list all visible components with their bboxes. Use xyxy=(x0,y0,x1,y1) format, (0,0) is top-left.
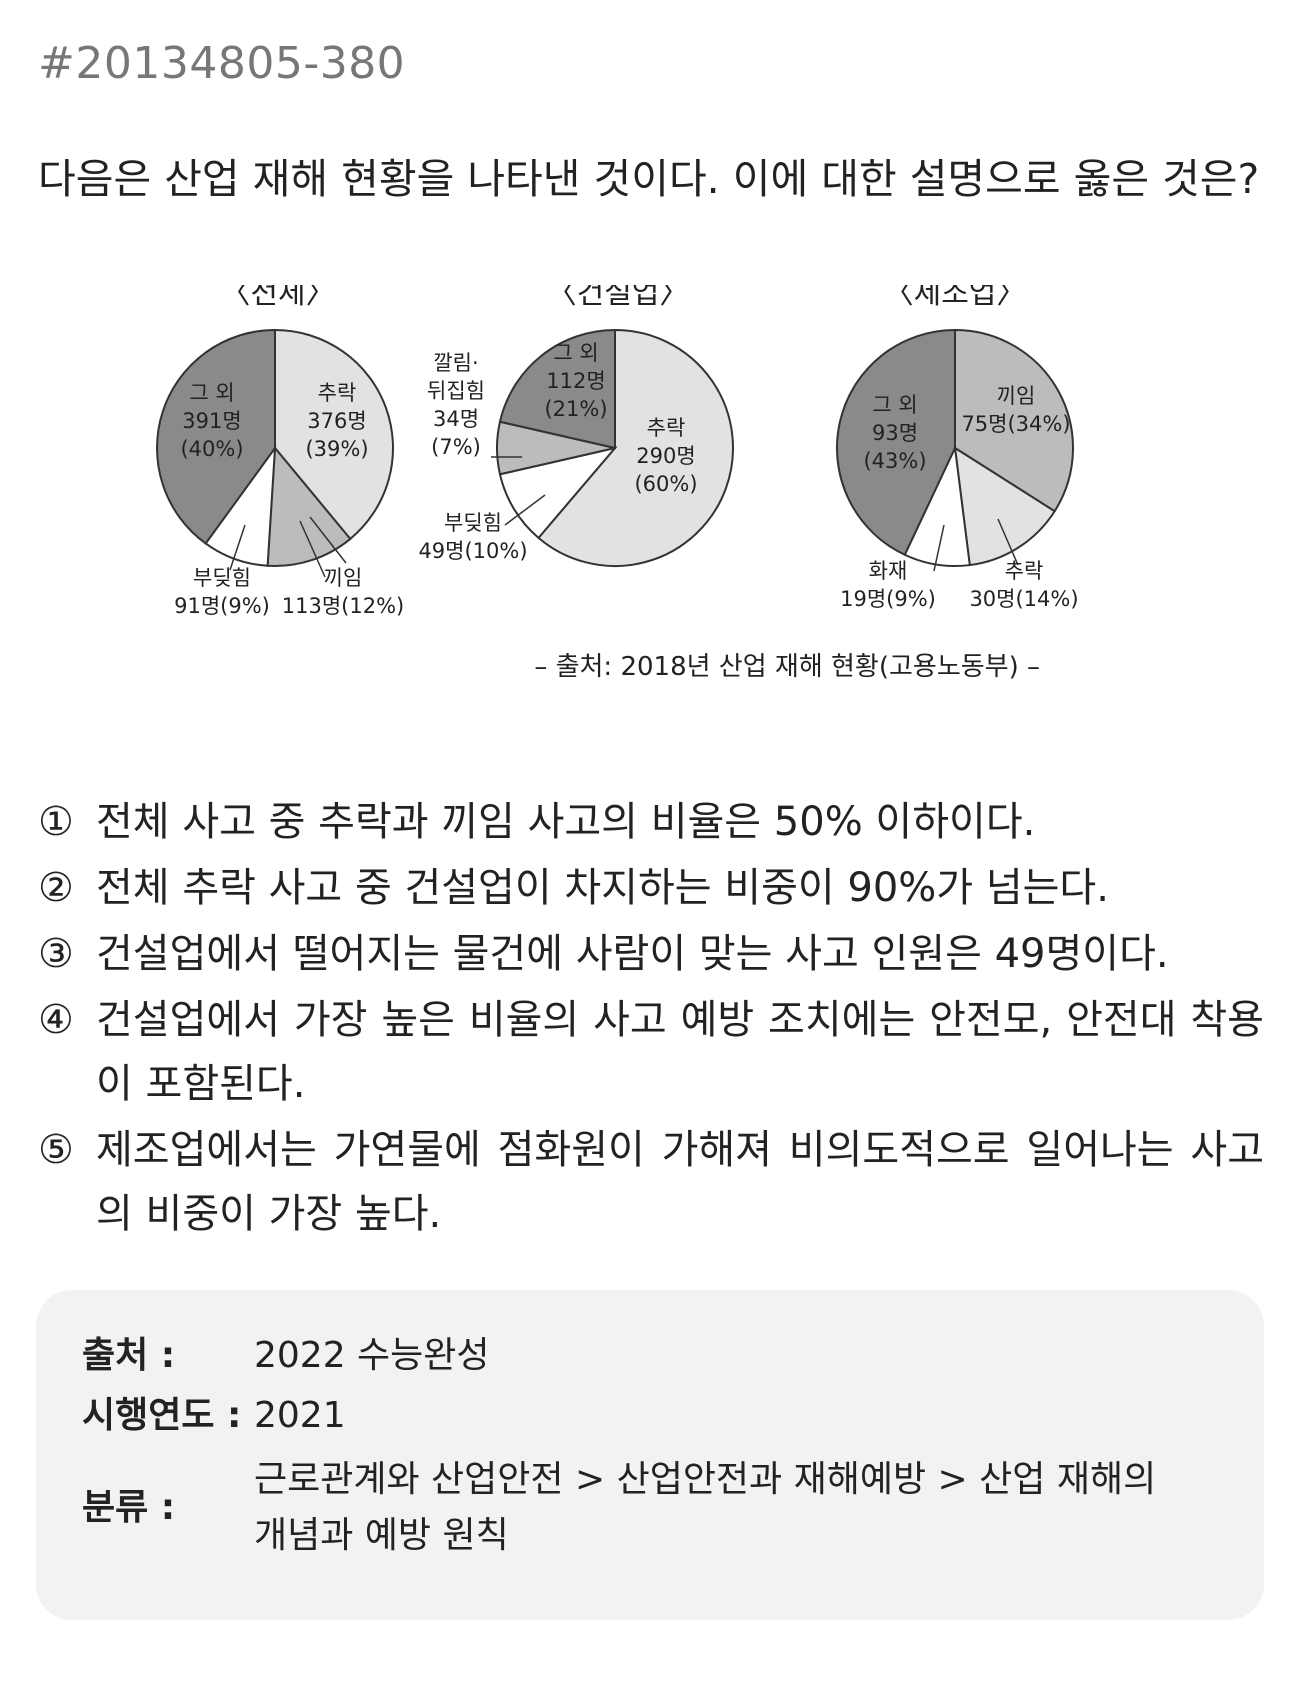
info-category-row: 분류 : 근로관계와 산업안전 > 산업안전과 재해예방 > 산업 재해의 개념… xyxy=(82,1452,1194,1564)
pie-slice xyxy=(498,446,618,540)
pie-slice xyxy=(156,328,276,545)
choice-number: ③ xyxy=(38,931,74,977)
slice-label: 깔림· 뒤집힘 34명 (7%) xyxy=(427,351,485,459)
pie-slice xyxy=(266,445,352,567)
leader-line xyxy=(299,520,326,578)
choice-text: 건설업에서 가장 높은 비율의 사고 예방 조치에는 안전모, 안전대 착용이 … xyxy=(96,997,1264,1107)
choice-text: 전체 추락 사고 중 건설업이 차지하는 비중이 90%가 넘는다. xyxy=(96,865,1109,911)
pie-slice xyxy=(953,446,1057,567)
choice-number: ② xyxy=(38,865,74,911)
pie-title: 〈전체〉 xyxy=(220,285,335,311)
choice-number: ① xyxy=(38,799,74,845)
pie-title: 〈제조업〉 xyxy=(884,285,1027,311)
choice-text: 제조업에서는 가연물에 점화원이 가해져 비의도적으로 일어나는 사고의 비중이… xyxy=(96,1127,1264,1237)
choice-number: ④ xyxy=(38,997,74,1043)
info-category-label: 분류 : xyxy=(82,1487,176,1528)
answer-choices: ① 전체 사고 중 추락과 끼임 사고의 비율은 50% 이하이다. ② 전체 … xyxy=(38,790,1264,1248)
choice-5[interactable]: ⑤ 제조업에서는 가연물에 점화원이 가해져 비의도적으로 일어나는 사고의 비… xyxy=(38,1118,1264,1246)
pie-slice xyxy=(498,328,616,450)
leader-line xyxy=(933,524,945,572)
leader-line xyxy=(229,524,246,571)
slice-label: 추락 30명(14%) xyxy=(969,559,1078,611)
slice-label: 그 외 391명 (40%) xyxy=(180,381,243,461)
pie-slice xyxy=(274,328,394,541)
info-year-row: 시행연도 : 2021 xyxy=(82,1388,1194,1444)
slice-label: 부딪힘 91명(9%) xyxy=(174,566,270,618)
leader-line xyxy=(309,516,347,564)
info-category-value: 근로관계와 산업안전 > 산업안전과 재해예방 > 산업 재해의 개념과 예방 … xyxy=(254,1459,1157,1556)
slice-label: 그 외 112명 (21%) xyxy=(544,341,607,421)
pie-title: 〈건설업〉 xyxy=(547,285,690,311)
pie-chart-3: 〈제조업〉 끼임 75명(34%) 추락 30명(14%) 화재 19명(9%) 그 외 93명… xyxy=(836,285,1079,611)
choice-text: 전체 사고 중 추락과 끼임 사고의 비율은 50% 이하이다. xyxy=(96,799,1036,845)
choice-1[interactable]: ① 전체 사고 중 추락과 끼임 사고의 비율은 50% 이하이다. xyxy=(38,790,1264,854)
pie-slice xyxy=(836,328,956,557)
slice-label: 추락 290명 (60%) xyxy=(634,416,697,496)
question-id: #20134805-380 xyxy=(38,38,406,89)
choice-3[interactable]: ③ 건설업에서 떨어지는 물건에 사람이 맞는 사고 인원은 49명이다. xyxy=(38,922,1264,986)
info-source-row: 출처 : 2022 수능완성 xyxy=(82,1328,1194,1384)
choice-text: 건설업에서 떨어지는 물건에 사람이 맞는 사고 인원은 49명이다. xyxy=(96,931,1169,977)
slice-label: 부딪힘 49명(10%) xyxy=(418,511,527,563)
info-year-label: 시행연도 : xyxy=(82,1395,242,1436)
choice-4[interactable]: ④ 건설업에서 가장 높은 비율의 사고 예방 조치에는 안전모, 안전대 착용… xyxy=(38,988,1264,1116)
chart-source-note: – 출처: 2018년 산업 재해 현황(고용노동부) – xyxy=(534,652,1040,682)
leader-line xyxy=(997,518,1019,566)
info-source-label: 출처 : xyxy=(82,1335,176,1376)
slice-label: 끼임 75명(34%) xyxy=(961,384,1070,436)
leader-line xyxy=(504,494,546,526)
pie-slice xyxy=(537,328,734,567)
question-info-box: 출처 : 2022 수능완성 시행연도 : 2021 분류 : 근로관계와 산업… xyxy=(36,1290,1264,1620)
slice-label: 끼임 113명(12%) xyxy=(282,566,404,618)
slice-label: 추락 376명 (39%) xyxy=(305,381,368,461)
pie-chart-2: 〈건설업〉 추락 290명 (60%) 부딪힘 49명(10%) 깔림· 뒤집힘 34명 (7%)… xyxy=(418,285,734,567)
question-text: 다음은 산업 재해 현황을 나타낸 것이다. 이에 대한 설명으로 옳은 것은? xyxy=(38,155,1260,203)
choice-2[interactable]: ② 전체 추락 사고 중 건설업이 차지하는 비중이 90%가 넘는다. xyxy=(38,856,1264,920)
slice-label: 화재 19명(9%) xyxy=(840,559,936,611)
info-year-value: 2021 xyxy=(254,1395,346,1436)
slice-label: 그 외 93명 (43%) xyxy=(863,393,926,473)
choice-number: ⑤ xyxy=(38,1127,74,1173)
info-source-value: 2022 수능완성 xyxy=(254,1335,490,1376)
